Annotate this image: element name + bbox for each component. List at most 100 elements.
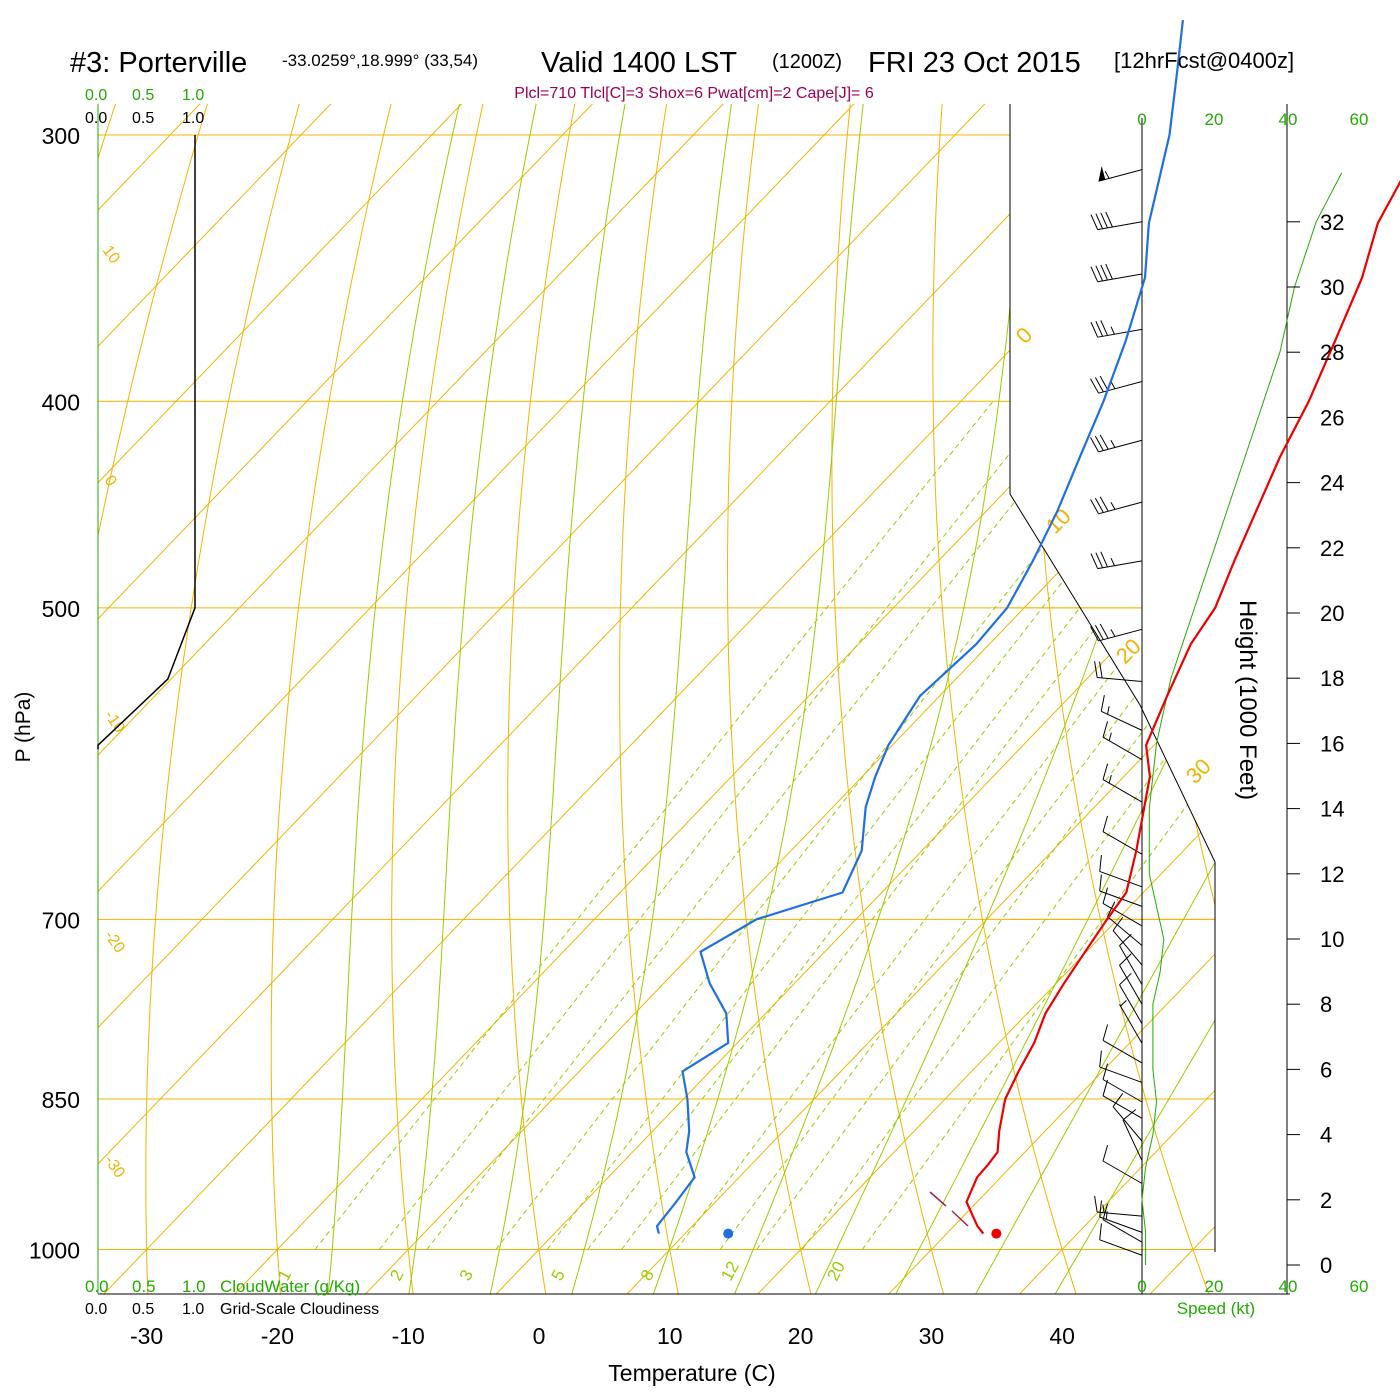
- pressure-tick-label: 1000: [29, 1238, 80, 1264]
- isotherm-line: [98, 104, 893, 1294]
- axis-ticks: -30-20-100102030402503004005007008501000…: [29, 123, 1345, 1349]
- moist-adiabat: [558, 104, 762, 1294]
- speed-tick-label: 60: [1350, 1277, 1369, 1296]
- dewpoint-line: [655, 19, 1184, 1234]
- barb-full: [1094, 1195, 1098, 1213]
- barb-full: [1090, 437, 1099, 453]
- zulu-time: (1200Z): [772, 51, 842, 73]
- isotherm-line: [98, 104, 631, 1294]
- moist-adiabat: [480, 104, 661, 1294]
- barb-half: [1110, 440, 1116, 448]
- barb-staff: [1112, 930, 1143, 966]
- barb-half: [1110, 501, 1116, 510]
- x-tick-label: 0: [533, 1323, 546, 1349]
- wind-barb: [1094, 661, 1143, 682]
- barb-full: [1099, 496, 1109, 512]
- cloud-tick-label: 1.0: [182, 87, 204, 104]
- wind-barb: [1090, 551, 1143, 570]
- barb-flag: [1098, 165, 1106, 182]
- barb-full: [1102, 1079, 1109, 1096]
- barb-full: [1095, 213, 1104, 229]
- barb-staff: [1107, 916, 1143, 946]
- barb-full: [1095, 265, 1104, 282]
- cloud-scale-bottom-green: 0.0 0.5 1.0 CloudWater (g/Kg): [85, 1277, 360, 1296]
- barb-staff: [1102, 1095, 1143, 1119]
- barb-staff: [1102, 736, 1143, 761]
- dry-adiabat: [507, 104, 612, 1294]
- speed-tick-label: 20: [1205, 1277, 1224, 1296]
- barb-full: [1102, 1063, 1109, 1080]
- barb-full: [1099, 434, 1109, 450]
- isotherm-line: [985, 104, 1215, 1294]
- dry-adiabat-label: 10: [99, 243, 123, 267]
- barb-full: [1122, 1109, 1137, 1121]
- barb-full: [1099, 623, 1109, 639]
- dry-adiabat: [391, 104, 525, 1294]
- dry-adiabat: [0, 0, 89, 1338]
- wind-barb: [1119, 999, 1143, 1044]
- barb-full: [1102, 887, 1109, 904]
- wind-barb: [1102, 721, 1143, 761]
- barb-full: [1090, 553, 1099, 569]
- wind-barb: [1102, 1203, 1143, 1243]
- speed-tick-label: 60: [1350, 110, 1369, 129]
- speed-scale-top: 0 20 40 60: [1137, 110, 1368, 129]
- cloud-tick-label: 1.0: [182, 1277, 206, 1296]
- dry-adiabats: [0, 0, 1400, 1338]
- wind-barb: [1112, 916, 1143, 966]
- barb-staff: [1097, 1211, 1143, 1217]
- barb-full: [1107, 901, 1116, 917]
- cloud-tick-label: 0.0: [85, 1301, 107, 1318]
- x-axis-title: Temperature (C): [608, 1360, 775, 1386]
- wind-barb: [1102, 887, 1143, 927]
- wind-barb: [1102, 1079, 1143, 1119]
- x-tick-label: -30: [130, 1323, 163, 1349]
- isotherm-line: [98, 104, 369, 1294]
- pressure-tick-label: 500: [42, 596, 80, 622]
- dry-adiabat: [726, 104, 823, 1294]
- barb-full: [1099, 874, 1102, 892]
- wind-barb: [1094, 1195, 1143, 1217]
- height-tick-label: 12: [1320, 862, 1344, 887]
- barb-staff: [1101, 710, 1143, 731]
- cloud-scale-top-black: 0.0 0.5 1.0: [85, 110, 204, 127]
- dewpoint-profile: [655, 19, 1184, 1239]
- mixing-ratio-line: [426, 400, 1096, 1250]
- barb-full: [1102, 721, 1109, 738]
- wind-barb: [1102, 1145, 1143, 1184]
- barb-full: [1099, 854, 1102, 872]
- mixing-ratio-label: 3: [456, 1267, 477, 1284]
- wind-barb: [1119, 933, 1143, 985]
- parcel-trace: [929, 1191, 969, 1227]
- barb-staff: [1097, 221, 1143, 231]
- barb-full: [1099, 661, 1103, 679]
- wind-barb: [1122, 1109, 1143, 1161]
- cloudiness-profile: [97, 135, 196, 750]
- height-tick-label: 22: [1320, 536, 1344, 561]
- station-coords: -33.0259°,18.999° (33,54): [282, 51, 478, 70]
- surface-temperature-marker: [991, 1228, 1002, 1239]
- cloudwater-label: CloudWater (g/Kg): [220, 1277, 360, 1296]
- cloud-tick-label: 0.0: [85, 110, 107, 127]
- pressure-tick-label: 700: [42, 907, 80, 933]
- barb-full: [1099, 375, 1109, 391]
- diagram-frame: [97, 104, 1290, 1295]
- cloudiness-line: [97, 135, 196, 750]
- mixing-ratio-lines: [314, 400, 1215, 1250]
- wind-barb: [1099, 1050, 1143, 1083]
- isotherm-line: [98, 104, 762, 1294]
- barb-full: [1099, 1050, 1102, 1068]
- wind-barb: [1107, 901, 1143, 946]
- wind-barb: [1090, 375, 1143, 394]
- dry-adiabat: [1394, 0, 1400, 1338]
- x-tick-label: -10: [392, 1323, 425, 1349]
- barb-full: [1100, 264, 1108, 281]
- height-tick-label: 2: [1320, 1188, 1332, 1213]
- cloud-tick-label: 0.5: [132, 1277, 156, 1296]
- barb-staff: [1119, 964, 1143, 1005]
- barb-full: [1090, 626, 1099, 642]
- barb-half: [1105, 1211, 1108, 1220]
- height-tick-label: 28: [1320, 340, 1344, 365]
- height-axis-title: Height (1000 Feet): [1234, 600, 1261, 800]
